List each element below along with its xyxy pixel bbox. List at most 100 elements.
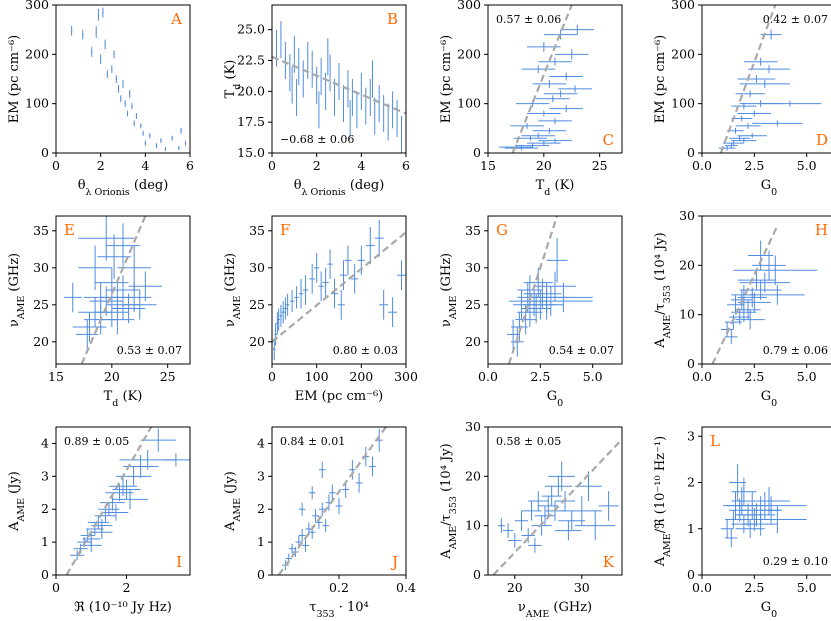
y-axis-label: EM (pc cm⁻⁶) <box>439 35 454 124</box>
data-point <box>322 519 329 533</box>
x-tick-label: 0 <box>52 580 60 595</box>
data-point <box>91 525 113 539</box>
data-point <box>514 510 529 531</box>
y-tick-label: 25 <box>33 297 49 312</box>
x-tick-label: 30 <box>574 580 590 595</box>
y-axis-label: AAME (Jy) <box>7 471 27 532</box>
data-point <box>725 329 738 345</box>
x-tick-label: 2 <box>97 158 105 173</box>
data-point <box>160 138 162 144</box>
data-point <box>748 505 807 534</box>
data-point <box>737 491 767 520</box>
y-tick-label: 0 <box>257 567 265 582</box>
y-tick-label: 25.0 <box>237 22 265 37</box>
x-tick-label: 2.5 <box>530 369 550 384</box>
data-point <box>735 90 765 98</box>
y-tick-label: 35 <box>249 223 265 238</box>
data-point <box>504 145 539 151</box>
data-point <box>351 264 359 294</box>
panel-letter: H <box>815 221 828 239</box>
data-point <box>308 486 316 500</box>
axes-frame <box>271 215 407 365</box>
data-point <box>508 533 522 548</box>
correlation-annotation: 0.79 ± 0.06 <box>763 344 828 357</box>
x-axis-label: θλ Orionis (deg) <box>294 178 385 198</box>
data-point <box>106 223 140 268</box>
axes-frame <box>55 426 191 576</box>
x-tick-label: 20 <box>507 580 523 595</box>
data-point <box>549 105 583 113</box>
y-axis-label: AAME (Jy) <box>223 471 243 532</box>
data-point <box>560 24 595 35</box>
panel-C-points <box>499 24 595 151</box>
data-point <box>733 255 818 286</box>
data-point <box>126 110 129 117</box>
data-point <box>527 140 561 146</box>
x-tick-label: 0 <box>268 369 276 384</box>
data-point <box>277 308 281 331</box>
axes-frame <box>271 4 407 154</box>
y-tick-label: 30 <box>679 208 695 223</box>
y-tick-label: 17.5 <box>237 114 265 129</box>
data-point <box>120 95 122 103</box>
data-point <box>532 79 567 88</box>
y-tick-label: 30 <box>465 260 481 275</box>
y-tick-label: 30 <box>465 419 481 434</box>
data-point <box>72 312 107 342</box>
data-point <box>103 504 129 521</box>
data-point <box>283 297 288 320</box>
data-point <box>294 286 299 309</box>
panel-F-points <box>272 219 406 361</box>
data-point <box>549 72 583 81</box>
data-point <box>534 505 555 526</box>
data-point <box>142 130 144 136</box>
data-point <box>272 338 276 361</box>
x-tick-label: 4 <box>357 158 365 173</box>
data-point <box>536 95 570 103</box>
axes-frame <box>701 4 831 154</box>
data-point <box>344 245 352 276</box>
data-point <box>758 100 822 107</box>
data-point <box>374 219 384 257</box>
panel-letter: C <box>603 131 614 149</box>
y-tick-label: 20 <box>465 468 481 483</box>
x-axis-label: G0 <box>547 389 563 409</box>
data-point <box>289 290 295 313</box>
data-point <box>365 227 375 265</box>
y-axis-label: EM (pc cm⁻⁶) <box>653 35 668 124</box>
axes-frame <box>701 426 831 576</box>
x-tick-label: 2.5 <box>744 158 764 173</box>
x-tick-label: 200 <box>349 369 373 384</box>
data-point <box>532 127 567 134</box>
y-axis-label: νAME (GHz) <box>223 253 243 327</box>
y-tick-label: 20 <box>679 257 695 272</box>
panel-letter: L <box>710 432 720 450</box>
axes-frame <box>487 4 623 154</box>
data-point <box>78 245 112 290</box>
data-point <box>737 503 776 527</box>
y-tick-label: 30 <box>249 260 265 275</box>
x-tick-label: 15 <box>48 369 64 384</box>
y-tick-label: 2 <box>687 475 695 490</box>
correlation-annotation: 0.58 ± 0.05 <box>496 435 561 448</box>
data-point <box>327 249 333 279</box>
y-tick-label: 0 <box>41 567 49 582</box>
x-axis-label: G0 <box>761 389 777 409</box>
panel-H: 0.0 2.5 5.0 0 10 20 30 G0 AAME/τ353 (10⁴ Jy) H 0.7… <box>653 208 831 409</box>
axes-frame <box>487 215 623 365</box>
y-tick-label: 35 <box>465 223 481 238</box>
data-point <box>78 297 112 327</box>
data-point <box>102 7 104 18</box>
data-point <box>729 135 751 141</box>
y-axis-label: νAME (GHz) <box>439 253 459 327</box>
panel-D-points <box>718 29 822 151</box>
x-axis-label: ℜ (10⁻¹⁰ Jy Hz) <box>74 600 172 615</box>
panel-letter: B <box>387 10 398 28</box>
data-point <box>737 75 776 83</box>
y-tick-label: 2 <box>41 501 49 516</box>
data-point <box>543 90 578 98</box>
data-point <box>502 523 514 538</box>
data-point <box>538 138 572 144</box>
data-point <box>735 122 761 129</box>
x-tick-label: 0.0 <box>692 158 712 173</box>
